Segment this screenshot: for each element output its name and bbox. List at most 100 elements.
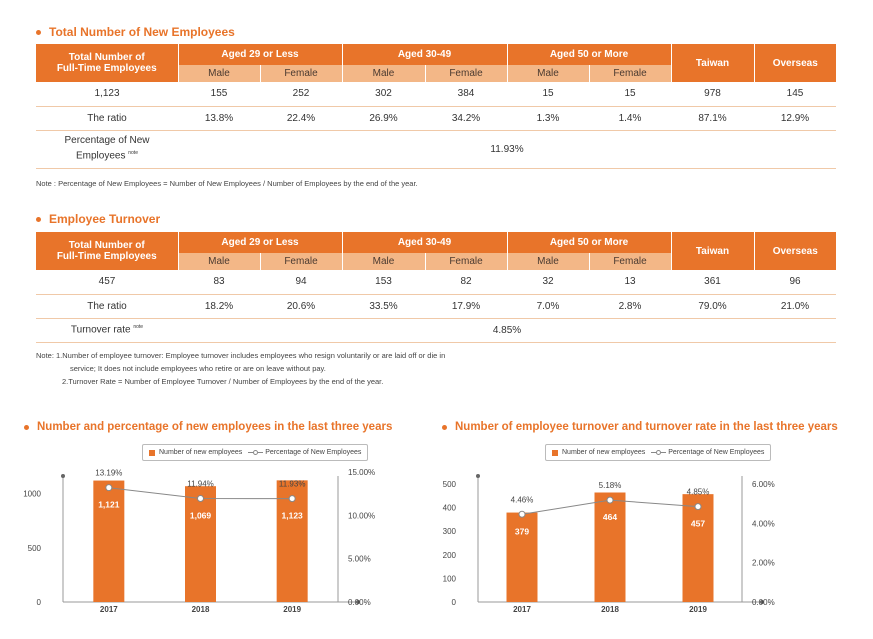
x-tick-label: 2019: [283, 605, 301, 614]
header-male: Male: [178, 253, 261, 270]
bar-data-label: 464: [603, 512, 617, 522]
axis-end-dot: [356, 600, 360, 604]
y-left-tick-label: 200: [443, 551, 457, 560]
header-taiwan: Taiwan: [671, 232, 755, 270]
y-left-tick-label: 300: [443, 527, 457, 536]
note-line-1: Note: 1.Number of employee turnover: Emp…: [36, 351, 446, 360]
table-cell: 1,123: [36, 82, 178, 107]
header-male: Male: [178, 65, 261, 82]
y-right-tick-label: 0.00%: [752, 598, 775, 607]
y-left-tick-label: 0: [452, 598, 457, 607]
header-male: Male: [507, 253, 590, 270]
table-cell: 15: [507, 82, 589, 107]
table-cell: 18.2%: [178, 294, 260, 319]
header-total-line2: Full-Time Employees: [56, 251, 157, 262]
bar: [506, 512, 538, 602]
header-taiwan: Taiwan: [671, 44, 755, 82]
y-left-tick-label: 500: [28, 544, 42, 553]
table-cell: 96: [754, 270, 836, 295]
section-title-turnover: Employee Turnover: [36, 212, 160, 226]
header-female: Female: [425, 253, 508, 270]
y-right-tick-label: 10.00%: [348, 511, 375, 520]
header-male: Male: [342, 65, 426, 82]
line-point: [105, 484, 113, 492]
legend-bar-swatch: [552, 449, 558, 456]
legend-bar-swatch: [149, 449, 155, 456]
y-right-tick-label: 5.00%: [348, 555, 371, 564]
y-left-tick-label: 0: [37, 598, 42, 607]
bar-data-label: 1,123: [282, 511, 304, 521]
header-overseas: Overseas: [754, 44, 836, 82]
bullet-icon: [36, 216, 41, 222]
chart1-title: Number and percentage of new employees i…: [24, 421, 392, 433]
pct-value: 11.93%: [178, 130, 836, 169]
table-cell: 20.6%: [260, 294, 342, 319]
x-tick-label: 2018: [601, 605, 619, 614]
bar: [93, 480, 125, 602]
bar-data-label: 1,121: [98, 500, 120, 510]
line-data-label: 4.46%: [511, 495, 534, 504]
header-aged-50: Aged 50 or More: [507, 232, 672, 253]
note-marker: note: [128, 150, 138, 157]
y-right-tick-label: 2.00%: [752, 559, 775, 568]
table-cell: 21.0%: [754, 294, 836, 319]
table-cell: 15: [589, 82, 671, 107]
table-cell: 145: [754, 82, 836, 107]
bullet-icon: [36, 29, 41, 35]
table-cell: 384: [425, 82, 507, 107]
bar: [682, 494, 714, 602]
chart1-legend: Number of new employees Percentage of Ne…: [142, 444, 369, 461]
table-cell: 13: [589, 270, 671, 295]
header-total: Total Number of Full-Time Employees: [36, 232, 179, 270]
table-cell: 978: [671, 82, 754, 107]
y-left-tick-label: 100: [443, 574, 457, 583]
header-aged-29: Aged 29 or Less: [178, 232, 343, 253]
line-data-label: 4.85%: [687, 488, 710, 497]
bar-data-label: 457: [691, 519, 705, 529]
axis-end-dot: [61, 474, 65, 478]
header-total-line1: Total Number of: [68, 52, 145, 63]
line-data-label: 11.93%: [279, 480, 306, 489]
pct-label-line1: Percentage of New: [64, 135, 150, 147]
axis-end-dot: [476, 474, 480, 478]
section-title-text: Employee Turnover: [49, 212, 161, 226]
section-title-text: Total Number of New Employees: [49, 25, 235, 39]
new-employees-table: Total Number of Full-Time Employees Aged…: [36, 44, 836, 169]
line-point: [288, 495, 296, 503]
line-data-label: 13.19%: [95, 469, 122, 478]
header-aged-30-49: Aged 30-49: [342, 44, 508, 65]
line-point: [606, 496, 614, 504]
x-tick-label: 2017: [100, 605, 118, 614]
table-cell: 153: [342, 270, 425, 295]
table-cell: Percentage of New Employees note: [36, 130, 178, 169]
note-marker: note: [133, 324, 144, 331]
table-row: 1,123 155 252 302 384 15 15 978 145: [36, 82, 836, 107]
line-point: [197, 495, 204, 503]
table-cell: 34.2%: [425, 106, 507, 131]
header-overseas: Overseas: [754, 232, 836, 270]
bullet-icon: [24, 424, 29, 430]
chart1-title-text: Number and percentage of new employees i…: [37, 421, 393, 433]
table-cell: 1.4%: [589, 106, 671, 131]
bar-data-label: 379: [515, 526, 529, 536]
table-cell: 26.9%: [342, 106, 425, 131]
table-row: The ratio 18.2% 20.6% 33.5% 17.9% 7.0% 2…: [36, 294, 836, 319]
note-new-employees: Note : Percentage of New Employees = Num…: [36, 179, 418, 188]
legend-label: Percentage of New Employees: [265, 449, 362, 456]
table-cell: 83: [178, 270, 260, 295]
x-tick-label: 2018: [192, 605, 210, 614]
table-row: Percentage of New Employees note 11.93%: [36, 130, 836, 169]
header-female: Female: [589, 253, 672, 270]
legend-label: Number of new employees: [562, 449, 646, 456]
turnover-table: Total Number of Full-Time Employees Aged…: [36, 232, 836, 343]
legend-label: Percentage of New Employees: [668, 449, 765, 456]
header-female: Female: [589, 65, 672, 82]
header-aged-30-49: Aged 30-49: [342, 232, 508, 253]
header-female: Female: [260, 253, 343, 270]
table-cell: 13.8%: [178, 106, 260, 131]
table-cell: 94: [260, 270, 342, 295]
header-male: Male: [507, 65, 590, 82]
chart2-title: Number of employee turnover and turnover…: [442, 421, 838, 433]
table-cell: 361: [671, 270, 754, 295]
table-cell: 22.4%: [260, 106, 342, 131]
